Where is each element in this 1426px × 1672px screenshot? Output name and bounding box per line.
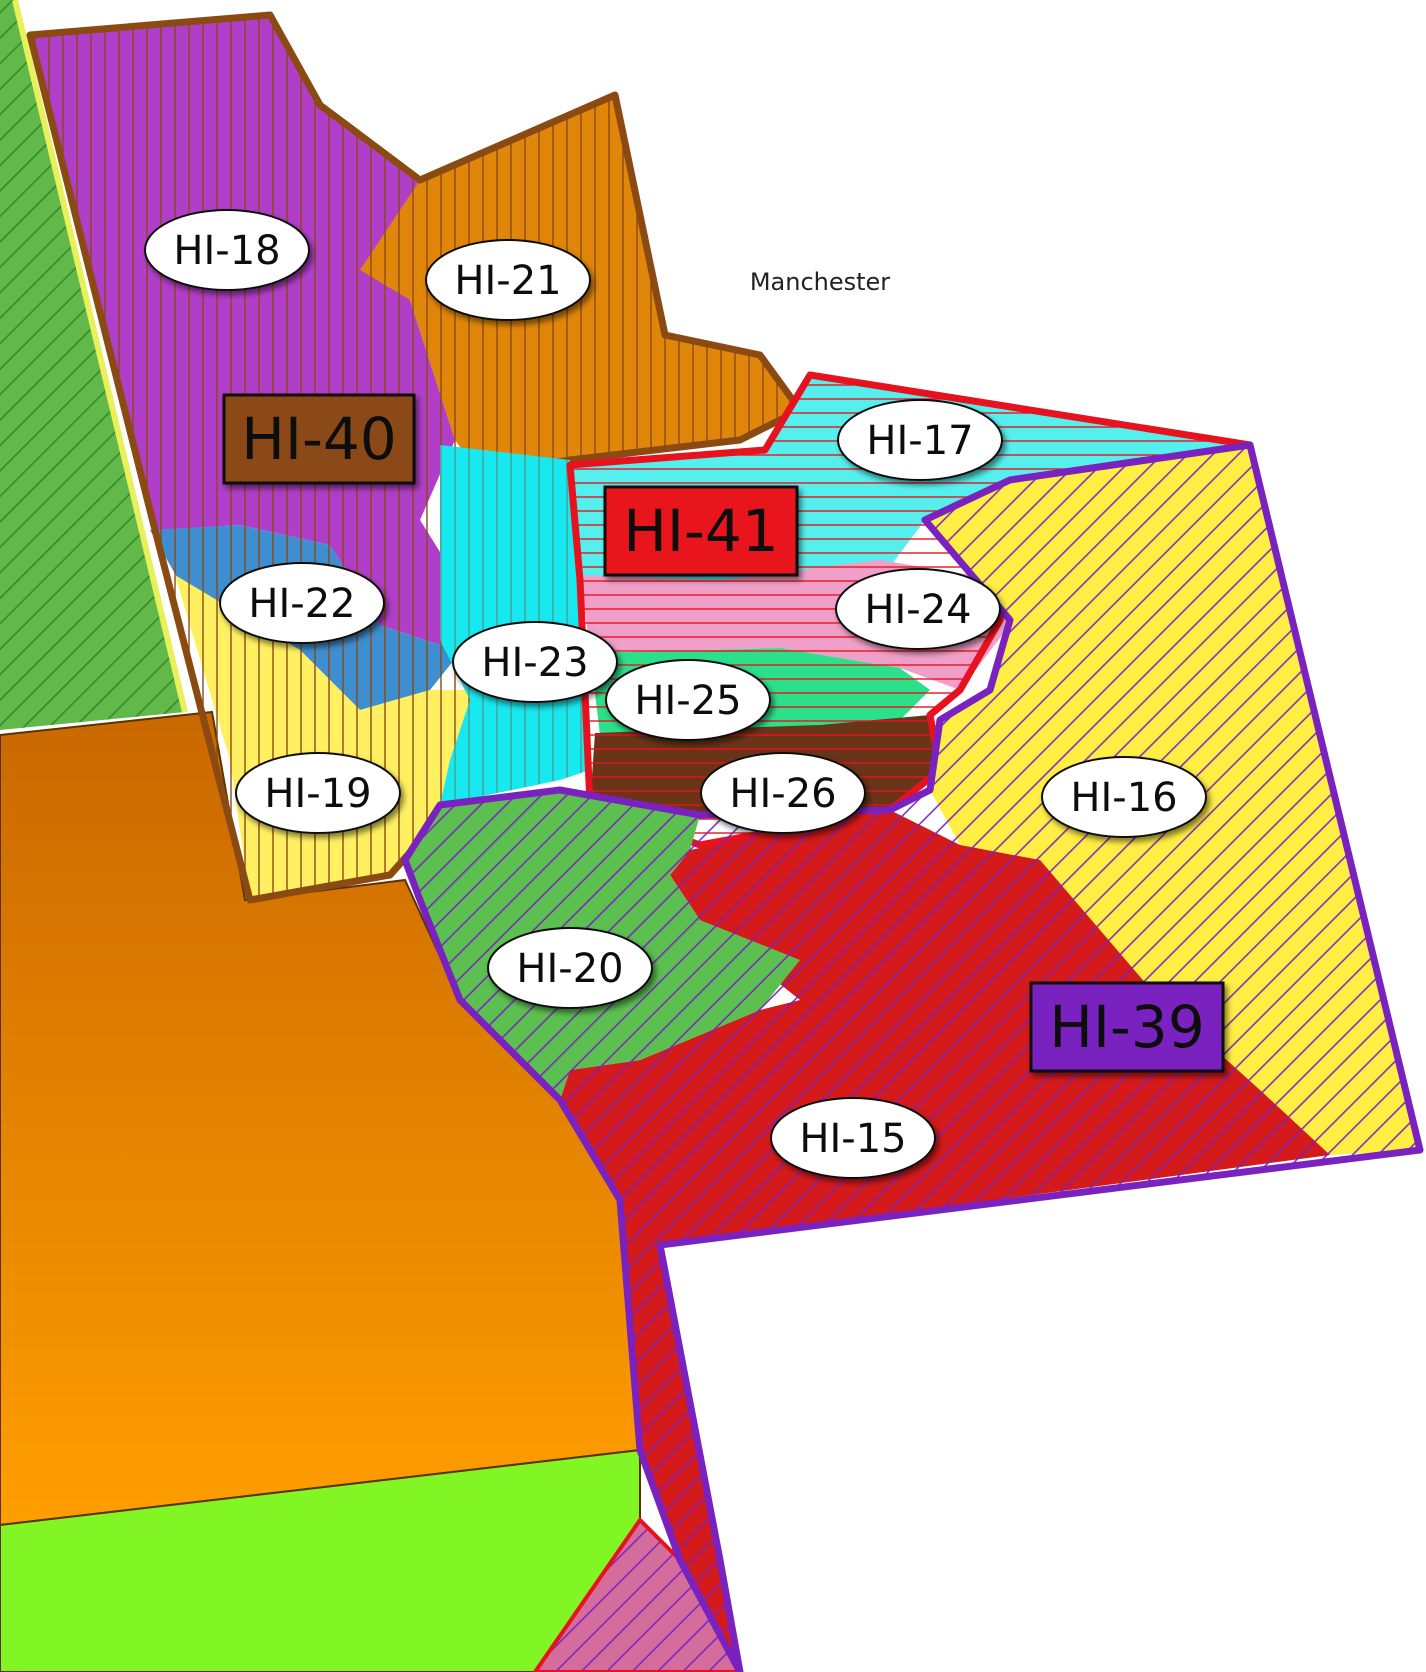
group-label-hi-39-text: HI-39 <box>1049 993 1204 1061</box>
label-hi-19-text: HI-19 <box>264 771 371 817</box>
label-hi-25-text: HI-25 <box>634 678 741 724</box>
label-hi-26[interactable]: HI-26 <box>701 753 865 833</box>
label-hi-19[interactable]: HI-19 <box>236 753 400 833</box>
label-hi-16[interactable]: HI-16 <box>1042 757 1206 837</box>
label-hi-15-text: HI-15 <box>799 1116 906 1162</box>
label-hi-25[interactable]: HI-25 <box>606 660 770 740</box>
group-label-hi-40[interactable]: HI-40 <box>224 395 414 483</box>
group-label-hi-41[interactable]: HI-41 <box>605 487 797 575</box>
group-label-hi-41-text: HI-41 <box>623 497 778 565</box>
label-hi-18-text: HI-18 <box>173 228 280 274</box>
label-hi-21[interactable]: HI-21 <box>426 240 590 320</box>
label-hi-20[interactable]: HI-20 <box>488 928 652 1008</box>
label-hi-26-text: HI-26 <box>729 771 836 817</box>
label-hi-17[interactable]: HI-17 <box>838 400 1002 480</box>
group-label-hi-39[interactable]: HI-39 <box>1031 983 1223 1071</box>
label-hi-18[interactable]: HI-18 <box>145 210 309 290</box>
label-hi-24-text: HI-24 <box>864 587 971 633</box>
group-label-hi-40-text: HI-40 <box>241 405 396 473</box>
label-hi-23-text: HI-23 <box>481 640 588 686</box>
label-hi-22-text: HI-22 <box>248 581 355 627</box>
place-label-manchester: Manchester <box>750 268 890 296</box>
label-hi-24[interactable]: HI-24 <box>836 569 1000 649</box>
label-hi-21-text: HI-21 <box>454 258 561 304</box>
label-hi-20-text: HI-20 <box>516 946 623 992</box>
label-hi-16-text: HI-16 <box>1070 775 1177 821</box>
label-hi-15[interactable]: HI-15 <box>771 1098 935 1178</box>
label-hi-22[interactable]: HI-22 <box>220 563 384 643</box>
label-hi-17-text: HI-17 <box>866 418 973 464</box>
label-hi-23[interactable]: HI-23 <box>453 622 617 702</box>
